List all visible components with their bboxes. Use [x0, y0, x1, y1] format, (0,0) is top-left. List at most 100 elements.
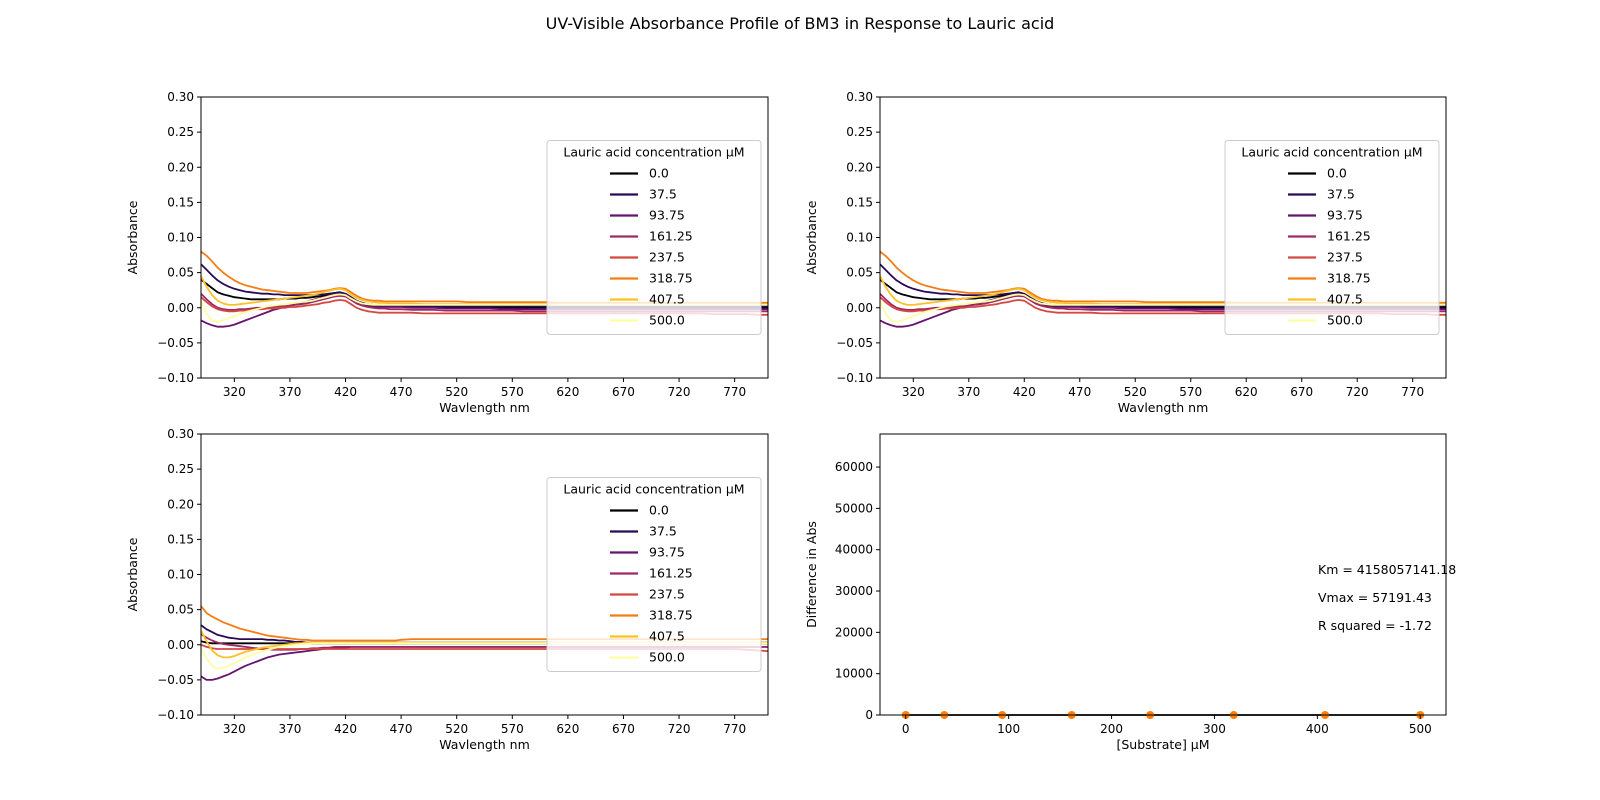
y-tick-label: 0.15: [167, 195, 194, 209]
x-tick-label: 670: [612, 722, 635, 736]
legend-label: 318.75: [649, 271, 693, 286]
x-tick-label: 520: [1124, 385, 1147, 399]
legend-label: 0.0: [649, 166, 669, 181]
y-tick-label: 0.05: [846, 266, 873, 280]
legend-label: 407.5: [1327, 292, 1363, 307]
y-tick-label: −0.05: [157, 673, 194, 687]
x-tick-label: 770: [1401, 385, 1424, 399]
y-tick-label: 0.30: [846, 90, 873, 104]
y-tick-label: 0.15: [167, 532, 194, 546]
legend-title: Lauric acid concentration µM: [563, 482, 744, 497]
x-tick-label: 720: [1346, 385, 1369, 399]
legend: Lauric acid concentration µM 0.0 37.5 93.75…: [546, 477, 762, 672]
y-tick-label: 0.20: [167, 160, 194, 174]
y-tick-label: 0: [865, 708, 873, 722]
y-tick-label: 0.15: [846, 195, 873, 209]
x-tick-label: 670: [612, 385, 635, 399]
y-tick-label: 0.25: [167, 125, 194, 139]
x-tick-label: 520: [445, 722, 468, 736]
x-tick-label: 570: [1179, 385, 1202, 399]
x-tick-label: 770: [723, 722, 746, 736]
y-tick-label: 50000: [835, 501, 873, 515]
y-tick-label: 0.10: [167, 568, 194, 582]
x-tick-label: 620: [1235, 385, 1258, 399]
y-tick-label: 0.20: [846, 160, 873, 174]
legend-label: 161.25: [649, 229, 693, 244]
spectrum-panel-bottom-left: 320 370 420 470 520 570 620 670 720 770 −0.10 −0.05…: [125, 427, 769, 752]
legend-title: Lauric acid concentration µM: [1241, 145, 1422, 160]
legend-label: 93.75: [649, 545, 685, 560]
legend-label: 407.5: [649, 629, 685, 644]
legend-label: 161.25: [649, 566, 693, 581]
x-tick-label: 770: [723, 385, 746, 399]
x-tick-label: 670: [1290, 385, 1313, 399]
x-tick-label: 370: [278, 385, 301, 399]
legend-label: 37.5: [649, 187, 677, 202]
legend-label: 0.0: [1327, 166, 1347, 181]
y-tick-label: 0.00: [167, 301, 194, 315]
fit-annotation: Vmax = 57191.43: [1318, 590, 1432, 605]
x-tick-label: 500: [1409, 722, 1432, 736]
legend-box: [546, 477, 762, 672]
legend-title: Lauric acid concentration µM: [563, 145, 744, 160]
y-tick-label: −0.10: [157, 371, 194, 385]
legend-box: [546, 140, 762, 335]
x-tick-label: 400: [1306, 722, 1329, 736]
y-tick-label: 0.25: [846, 125, 873, 139]
y-tick-label: 0.05: [167, 603, 194, 617]
y-tick-label: 0.10: [846, 231, 873, 245]
legend-label: 237.5: [649, 250, 685, 265]
x-tick-label: 570: [501, 722, 524, 736]
x-tick-label: 370: [278, 722, 301, 736]
x-tick-label: 300: [1203, 722, 1226, 736]
x-tick-label: 620: [556, 722, 579, 736]
x-tick-label: 420: [334, 722, 357, 736]
x-tick-label: 720: [668, 722, 691, 736]
fit-annotation: R squared = -1.72: [1318, 618, 1432, 633]
legend-label: 161.25: [1327, 229, 1371, 244]
x-tick-label: 420: [334, 385, 357, 399]
y-tick-label: 20000: [835, 625, 873, 639]
kinetics-panel-bottom-right: 0 100 200 300 400 500 0 10000 20000 30000 40000 500…: [804, 433, 1456, 752]
x-tick-label: 470: [390, 385, 413, 399]
legend-label: 500.0: [649, 313, 685, 328]
y-tick-label: 0.25: [167, 462, 194, 476]
y-tick-label: 0.20: [167, 497, 194, 511]
legend-label: 318.75: [1327, 271, 1371, 286]
legend-label: 407.5: [649, 292, 685, 307]
legend: Lauric acid concentration µM 0.0 37.5 93.75…: [546, 140, 762, 335]
x-tick-label: 470: [1068, 385, 1091, 399]
legend-label: 93.75: [1327, 208, 1363, 223]
x-tick-label: 320: [223, 722, 246, 736]
spectrum-panel-top-left: 320 370 420 470 520 570 620 670 720 770 −0.10 −0.05…: [125, 90, 769, 415]
y-axis-label: Absorbance: [125, 200, 140, 274]
x-tick-label: 0: [902, 722, 910, 736]
y-tick-label: −0.05: [836, 336, 873, 350]
x-axis-label: Wavlength nm: [439, 737, 530, 752]
x-tick-label: 570: [501, 385, 524, 399]
legend-label: 37.5: [1327, 187, 1355, 202]
x-axis-label: [Substrate] µM: [1116, 737, 1209, 752]
x-tick-label: 100: [997, 722, 1020, 736]
series-group: [201, 250, 768, 328]
legend-label: 0.0: [649, 503, 669, 518]
x-tick-label: 520: [445, 385, 468, 399]
legend-label: 237.5: [649, 587, 685, 602]
y-tick-label: 30000: [835, 584, 873, 598]
y-tick-label: 0.30: [167, 90, 194, 104]
y-tick-label: −0.05: [157, 336, 194, 350]
legend-label: 93.75: [649, 208, 685, 223]
x-tick-label: 420: [1013, 385, 1036, 399]
y-tick-label: 0.30: [167, 427, 194, 441]
legend-label: 37.5: [649, 524, 677, 539]
axes-frame: [879, 433, 1447, 716]
x-tick-label: 370: [957, 385, 980, 399]
fit-annotation: Km = 4158057141.18: [1318, 562, 1456, 577]
legend-label: 500.0: [649, 650, 685, 665]
x-tick-label: 320: [902, 385, 925, 399]
legend-label: 318.75: [649, 608, 693, 623]
spectrum-panel-top-right: 320 370 420 470 520 570 620 670 720 770 −0.10 −0.05…: [804, 90, 1447, 415]
figure-title: UV-Visible Absorbance Profile of BM3 in …: [546, 14, 1055, 33]
legend-label: 500.0: [1327, 313, 1363, 328]
